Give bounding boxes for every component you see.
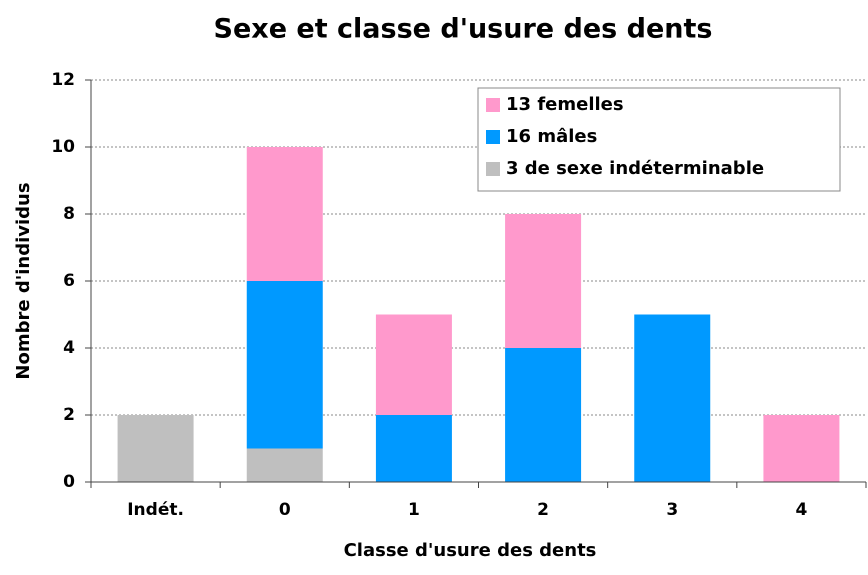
chart-title: Sexe et classe d'usure des dents [214, 14, 713, 45]
bar-segment [117, 415, 194, 482]
bar-segment [505, 348, 582, 482]
y-tick-label: 10 [51, 137, 75, 157]
legend-swatch [486, 98, 500, 112]
x-tick-label: 3 [666, 500, 678, 520]
bar-segment [634, 314, 711, 482]
bar-segment [505, 214, 582, 348]
x-tick-label: 0 [279, 500, 291, 520]
x-tick-label: 4 [795, 500, 807, 520]
bar-segment [246, 281, 323, 449]
x-axis-label: Classe d'usure des dents [344, 540, 597, 561]
x-tick-label: 1 [408, 500, 420, 520]
bar-segment [246, 147, 323, 281]
y-tick-label: 2 [63, 405, 75, 425]
legend-swatch [486, 130, 500, 144]
legend-swatch [486, 162, 500, 176]
bar-segment [375, 415, 452, 482]
x-tick-label: Indét. [127, 500, 184, 520]
y-axis-label: Nombre d'individus [13, 182, 34, 379]
y-tick-label: 4 [63, 338, 75, 358]
legend-label: 13 femelles [506, 94, 624, 115]
y-tick-label: 0 [63, 472, 75, 492]
legend-box [477, 87, 841, 192]
y-tick-label: 6 [63, 271, 75, 291]
bar-segment [763, 415, 840, 482]
x-tick-label: 2 [537, 500, 549, 520]
legend-label: 3 de sexe indéterminable [506, 158, 764, 179]
bar-segment [246, 448, 323, 482]
y-tick-label: 12 [51, 70, 75, 90]
bar-segment [375, 314, 452, 415]
y-tick-label: 8 [63, 204, 75, 224]
legend-label: 16 mâles [506, 126, 597, 147]
